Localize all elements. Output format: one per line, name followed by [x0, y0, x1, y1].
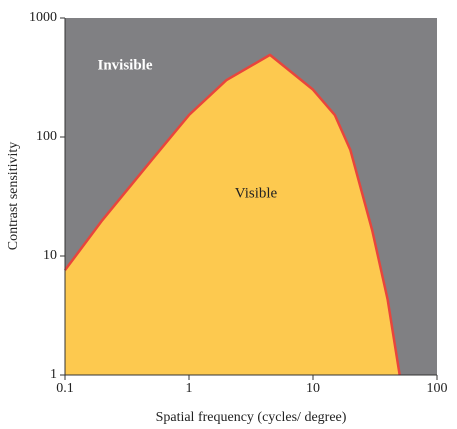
marks — [63, 53, 401, 376]
y-tick-label: 1000 — [29, 10, 57, 25]
y-tick-label: 100 — [36, 129, 57, 144]
x-tick-label: 10 — [306, 381, 320, 396]
x-tick-label: 0.1 — [56, 381, 74, 396]
x-tick-label: 1 — [186, 381, 193, 396]
y-tick-label: 1 — [50, 367, 57, 382]
line — [63, 53, 401, 376]
annotation: Invisible — [97, 57, 152, 73]
annotation: Visible — [235, 185, 278, 201]
y-tick-label: 10 — [43, 248, 57, 263]
x-tick-label: 100 — [427, 381, 448, 396]
area — [65, 54, 400, 375]
y-axis-label: Contrast sensitivity — [6, 142, 21, 251]
x-axis-label: Spatial frequency (cycles/ degree) — [156, 410, 347, 425]
